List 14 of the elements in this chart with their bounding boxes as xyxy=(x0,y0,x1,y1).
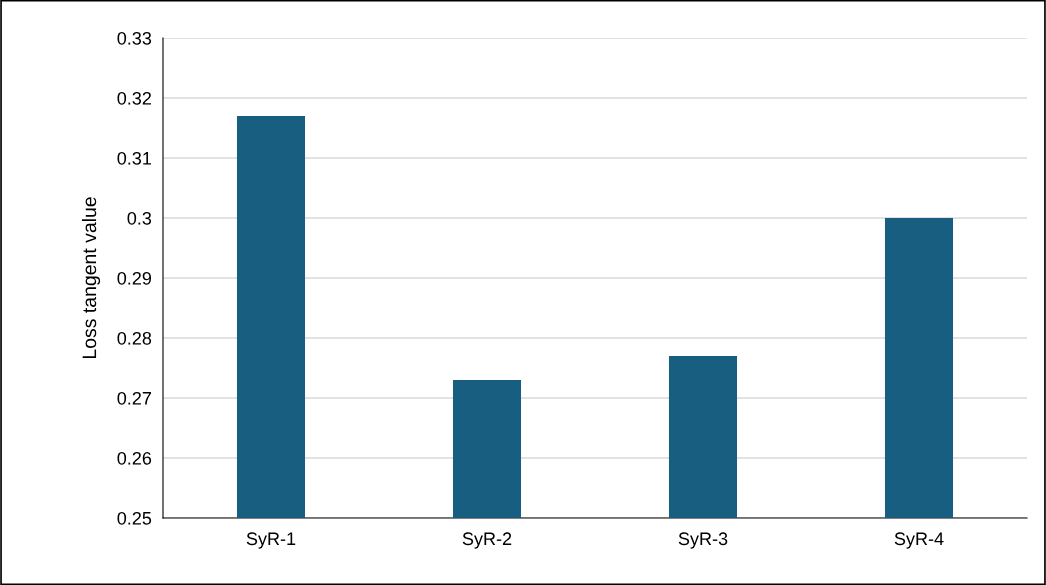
y-tick-label: 0.28 xyxy=(117,331,152,345)
y-tick-label: 0.25 xyxy=(117,511,152,525)
y-tick-label: 0.27 xyxy=(117,391,151,405)
y-tick-label: 0.26 xyxy=(117,451,152,465)
x-tick-label: SyR-2 xyxy=(462,532,512,549)
y-tick-label: 0.31 xyxy=(117,151,152,165)
y-axis-title: Loss tangent value xyxy=(81,197,101,359)
y-tick-label: 0.29 xyxy=(117,271,152,285)
x-tick-label: SyR-1 xyxy=(246,532,296,549)
y-tick-label: 0.32 xyxy=(117,91,151,105)
y-tick-label: 0.33 xyxy=(117,31,152,45)
x-tick-label: SyR-4 xyxy=(894,532,944,549)
x-tick-label: SyR-3 xyxy=(678,532,728,549)
y-tick-label: 0.3 xyxy=(127,211,152,225)
